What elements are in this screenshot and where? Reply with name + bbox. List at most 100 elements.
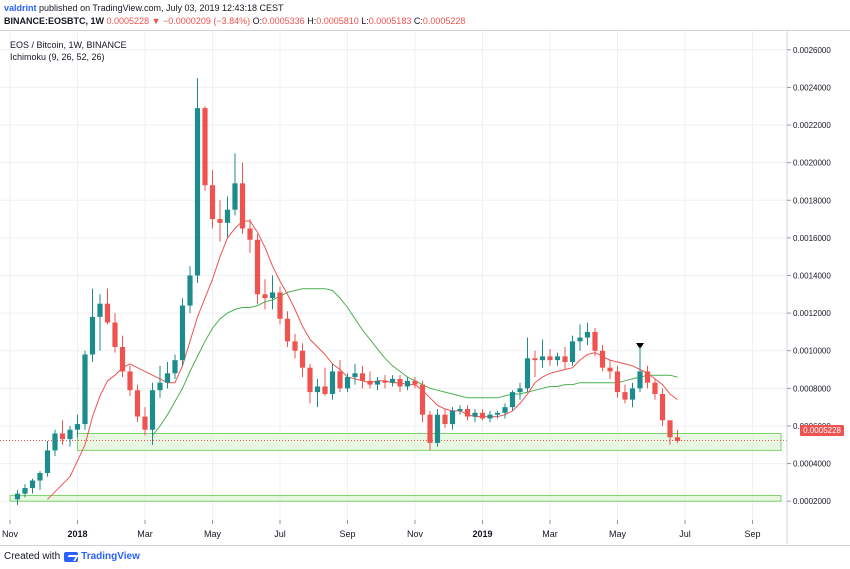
x-tick-label: Mar bbox=[542, 529, 558, 539]
candle-body bbox=[659, 393, 666, 421]
indicator-legend[interactable]: Ichimoku (9, 26, 52, 26) bbox=[10, 52, 105, 62]
candle bbox=[629, 382, 636, 408]
tradingview-logo[interactable]: TradingView bbox=[64, 551, 140, 562]
candle-body bbox=[119, 346, 126, 372]
candle bbox=[157, 365, 163, 398]
x-tick-label: Jul bbox=[679, 529, 691, 539]
candle bbox=[37, 471, 43, 490]
candle-body bbox=[292, 341, 298, 351]
y-tick-label: 0.0010000 bbox=[793, 347, 831, 356]
candle-body bbox=[307, 367, 313, 393]
high-value: 0.0005810 bbox=[316, 16, 359, 26]
candle-body bbox=[494, 412, 501, 415]
candle bbox=[554, 352, 561, 366]
support-zones bbox=[9, 432, 782, 502]
x-tick-label: Sep bbox=[339, 529, 355, 539]
candle bbox=[599, 345, 606, 372]
low-value: 0.0005183 bbox=[368, 16, 412, 26]
candle-body bbox=[637, 371, 643, 389]
candle-body bbox=[239, 183, 246, 229]
candle bbox=[352, 363, 358, 385]
candle-body bbox=[337, 371, 343, 389]
candle-body bbox=[97, 303, 103, 317]
chart-legend-title: EOS / Bitcoin, 1W, BINANCE bbox=[10, 40, 127, 50]
author-username[interactable]: valdrint bbox=[4, 3, 37, 13]
candle-body bbox=[374, 380, 381, 385]
candle bbox=[187, 266, 193, 314]
candle bbox=[67, 425, 73, 447]
candle-body bbox=[82, 354, 88, 425]
candle-body bbox=[59, 433, 66, 440]
candle-body bbox=[217, 219, 223, 223]
close-value: 0.0005228 bbox=[422, 16, 466, 26]
x-tick-label: May bbox=[609, 529, 627, 539]
candle bbox=[464, 405, 471, 421]
candle-body bbox=[644, 371, 651, 383]
candle bbox=[269, 275, 276, 310]
candle-body bbox=[569, 341, 576, 363]
chart-frame bbox=[0, 30, 850, 546]
candle bbox=[89, 288, 96, 363]
candle bbox=[427, 410, 433, 451]
candle bbox=[644, 365, 651, 389]
symbol-ohlc-line: BINANCE:EOSBTC, 1W 0.0005228 ▼ −0.000020… bbox=[4, 16, 465, 26]
y-tick-label: 0.0022000 bbox=[793, 121, 831, 130]
candle bbox=[374, 377, 381, 391]
candle bbox=[224, 196, 231, 238]
candle bbox=[457, 405, 463, 415]
candle-body bbox=[382, 380, 388, 383]
candle-body bbox=[547, 356, 553, 361]
candle-body bbox=[314, 386, 321, 393]
candle-body bbox=[359, 373, 366, 381]
candle bbox=[389, 375, 396, 387]
candle bbox=[674, 429, 681, 443]
candle bbox=[209, 170, 216, 229]
x-tick-label: Sep bbox=[744, 529, 760, 539]
x-tick-label: Nov bbox=[2, 529, 19, 539]
last-price: 0.0005228 bbox=[106, 16, 150, 26]
y-tick-label: 0.0002000 bbox=[793, 497, 831, 506]
candle-body bbox=[584, 331, 591, 338]
candle-body bbox=[352, 373, 358, 378]
candle-body bbox=[404, 380, 411, 387]
x-tick-label: Mar bbox=[137, 529, 153, 539]
price-axis: 0.00020000.00040000.00060000.00080000.00… bbox=[786, 31, 831, 544]
candle bbox=[404, 377, 411, 391]
candle bbox=[449, 407, 456, 430]
candle-body bbox=[449, 410, 456, 425]
candle bbox=[262, 279, 268, 310]
candle-body bbox=[329, 371, 336, 394]
candle bbox=[637, 346, 643, 393]
publish-info: valdrint published on TradingView.com, J… bbox=[4, 3, 284, 13]
candle-body bbox=[209, 185, 216, 220]
candle-body bbox=[142, 416, 148, 430]
candle-body bbox=[442, 414, 448, 425]
candle-body bbox=[127, 371, 133, 391]
candle bbox=[284, 311, 291, 347]
candle-body bbox=[464, 409, 471, 417]
candle-body bbox=[539, 356, 546, 361]
candle-body bbox=[254, 239, 261, 295]
y-tick-label: 0.0004000 bbox=[793, 460, 831, 469]
candle bbox=[172, 354, 178, 379]
candle-body bbox=[44, 450, 51, 473]
candle bbox=[547, 348, 553, 366]
open-label: O: bbox=[252, 16, 263, 26]
candle bbox=[149, 382, 156, 445]
close-label: C: bbox=[413, 16, 423, 26]
candle-body bbox=[367, 380, 373, 385]
candle-body bbox=[344, 377, 351, 389]
candle-body bbox=[89, 316, 96, 355]
candle-body bbox=[487, 414, 493, 419]
candle bbox=[194, 78, 201, 284]
candle-body bbox=[532, 358, 538, 361]
candle bbox=[614, 365, 621, 398]
candle bbox=[517, 382, 523, 400]
candle-body bbox=[112, 322, 118, 347]
candle bbox=[367, 371, 373, 389]
candle-body bbox=[157, 382, 163, 391]
candle-body bbox=[412, 380, 418, 385]
candle bbox=[607, 360, 613, 379]
down-triangle-marker bbox=[636, 342, 644, 349]
